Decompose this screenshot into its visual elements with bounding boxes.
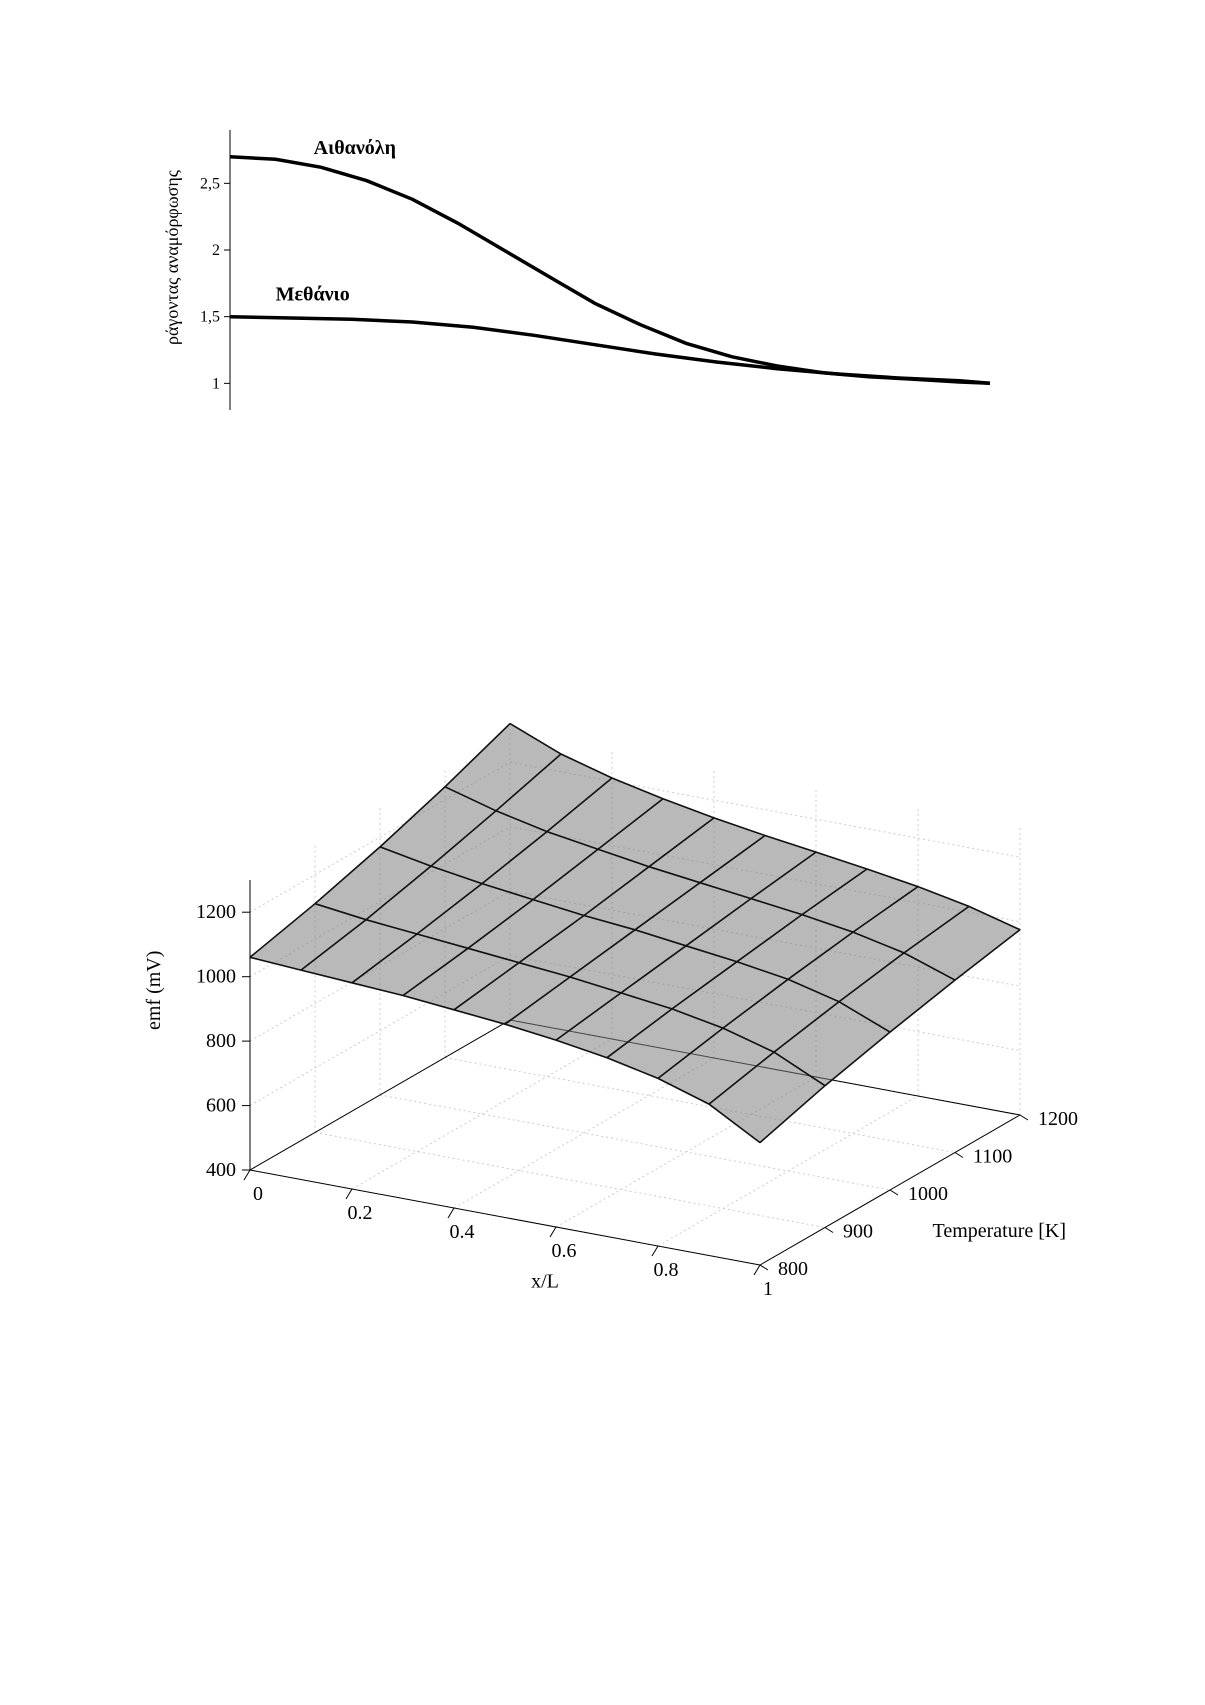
svg-text:1,5: 1,5: [200, 309, 220, 326]
bottom-chart-svg: 400 600 800 1000 1200 0 0.2 0.4 0.6 0.8 1 800 900 1…: [130, 700, 1060, 1300]
svg-text:0.4: 0.4: [450, 1221, 475, 1243]
svg-text:1100: 1100: [973, 1146, 1012, 1168]
svg-text:800: 800: [206, 1030, 236, 1052]
methane-curve: [230, 317, 990, 384]
y-axis-title: Temperature [K]: [933, 1220, 1067, 1242]
y-ticks: 1 1,5 2 2,5: [200, 175, 230, 392]
svg-text:1200: 1200: [196, 901, 236, 923]
svg-text:1: 1: [763, 1278, 773, 1300]
reform-factor-chart: 1 1,5 2 2,5 ράγοντας αναμόρφωσης Αιθανόλη Μ…: [160, 120, 1000, 450]
svg-text:0.6: 0.6: [552, 1240, 577, 1262]
svg-text:900: 900: [843, 1221, 873, 1243]
svg-text:400: 400: [206, 1159, 236, 1181]
surface-mesh: [250, 724, 1020, 1143]
svg-text:0.2: 0.2: [348, 1202, 373, 1224]
ethanol-curve: [230, 157, 990, 384]
ethanol-label: Αιθανόλη: [314, 137, 396, 159]
x-axis-title: x/L: [531, 1271, 559, 1293]
methane-label: Μεθάνιο: [276, 284, 350, 306]
emf-surface-chart: 400 600 800 1000 1200 0 0.2 0.4 0.6 0.8 1 800 900 1…: [130, 700, 1060, 1300]
x-ticks: 0 0.2 0.4 0.6 0.8 1: [244, 1170, 773, 1300]
z-axis-title: emf (mV): [143, 951, 165, 1030]
y-ticks: 800 900 1000 1100 1200: [760, 1108, 1078, 1280]
z-ticks: 400 600 800 1000 1200: [196, 901, 250, 1181]
svg-text:2: 2: [212, 242, 220, 259]
svg-text:2,5: 2,5: [200, 175, 220, 192]
svg-text:0.8: 0.8: [654, 1259, 679, 1281]
page: 1 1,5 2 2,5 ράγοντας αναμόρφωσης Αιθανόλη Μ…: [0, 0, 1205, 1705]
svg-text:0: 0: [253, 1183, 263, 1205]
svg-text:1000: 1000: [908, 1183, 948, 1205]
y-axis-title: ράγοντας αναμόρφωσης: [162, 170, 182, 345]
svg-text:1: 1: [212, 375, 220, 392]
svg-text:600: 600: [206, 1095, 236, 1117]
svg-text:1200: 1200: [1038, 1108, 1078, 1130]
svg-text:800: 800: [778, 1258, 808, 1280]
svg-text:1000: 1000: [196, 966, 236, 988]
top-chart-svg: 1 1,5 2 2,5 ράγοντας αναμόρφωσης Αιθανόλη Μ…: [160, 120, 1000, 450]
